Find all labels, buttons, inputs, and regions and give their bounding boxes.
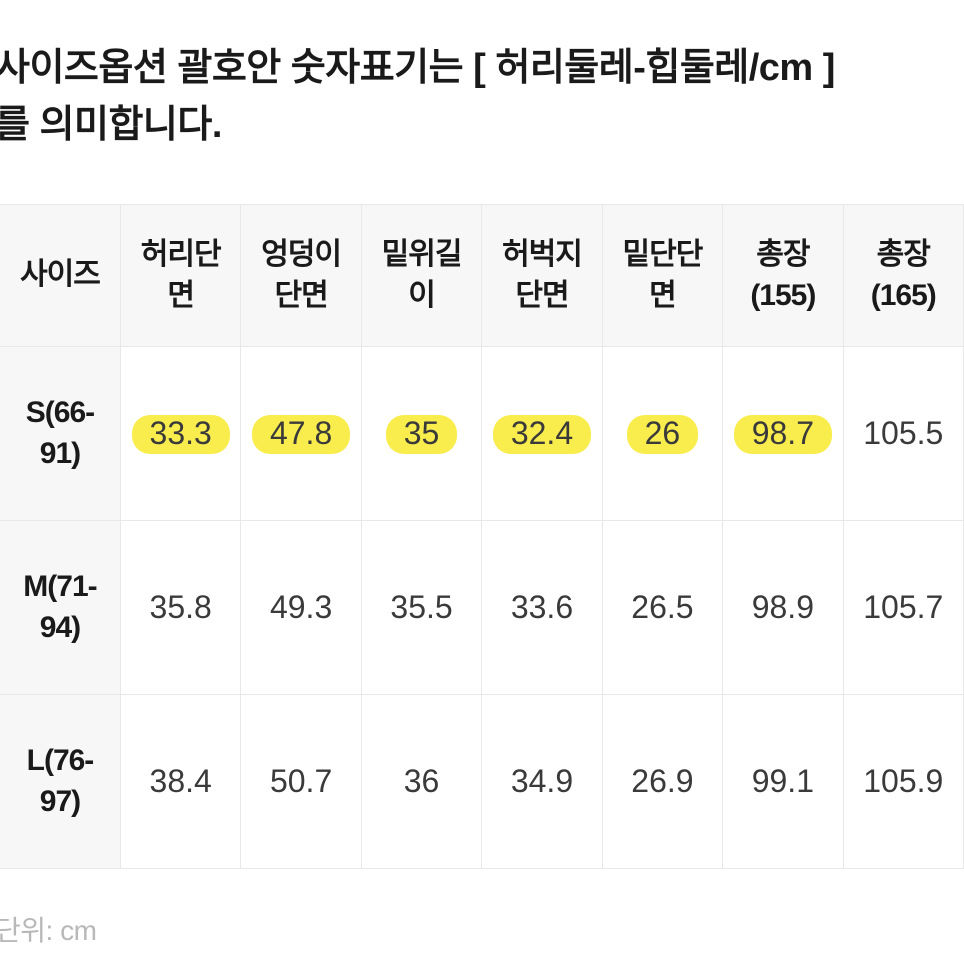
col-header-hip: 엉덩이단면: [241, 205, 361, 347]
header-line1: 사이즈옵션 괄호안 숫자표기는 [ 허리둘레-힙둘레/cm ]: [0, 47, 835, 89]
cell-value: 105.5: [843, 347, 963, 521]
cell-value: 35.8: [120, 521, 240, 695]
table-row: L(76-97) 38.4 50.7 36 34.9 26.9 99.1 105…: [0, 695, 964, 869]
cell-highlight: 32.4: [511, 413, 573, 455]
cell-highlight: 35: [404, 413, 440, 455]
cell-value: 105.9: [843, 695, 963, 869]
cell-value: 26: [602, 347, 722, 521]
cell-value: 98.7: [723, 347, 843, 521]
header-description: 사이즈옵션 괄호안 숫자표기는 [ 허리둘레-힙둘레/cm ] 를 의미합니다.: [0, 40, 964, 154]
header-line2: 를 의미합니다.: [0, 104, 222, 146]
col-header-hem: 밑단단면: [602, 205, 722, 347]
cell-value: 99.1: [723, 695, 843, 869]
col-header-thigh: 허벅지단면: [482, 205, 602, 347]
cell-value: 35.5: [361, 521, 481, 695]
table-row: S(66-91) 33.3 47.8 35 32.4 26 98.7 105.5: [0, 347, 964, 521]
col-header-length165: 총장(165): [843, 205, 963, 347]
cell-value: 50.7: [241, 695, 361, 869]
cell-value: 26.5: [602, 521, 722, 695]
cell-value: 33.6: [482, 521, 602, 695]
cell-highlight: 47.8: [270, 413, 332, 455]
cell-value: 35: [361, 347, 481, 521]
col-header-waist: 허리단면: [120, 205, 240, 347]
cell-value: 34.9: [482, 695, 602, 869]
table-header-row: 사이즈 허리단면 엉덩이단면 밑위길이 허벅지단면 밑단단면 총장(155) 총…: [0, 205, 964, 347]
cell-value: 32.4: [482, 347, 602, 521]
cell-highlight: 33.3: [150, 413, 212, 455]
col-header-size: 사이즈: [0, 205, 120, 347]
cell-value: 33.3: [120, 347, 240, 521]
col-header-rise: 밑위길이: [361, 205, 481, 347]
cell-value: 47.8: [241, 347, 361, 521]
row-label-m: M(71-94): [0, 521, 120, 695]
col-header-length155: 총장(155): [723, 205, 843, 347]
row-label-s: S(66-91): [0, 347, 120, 521]
cell-highlight: 98.7: [752, 413, 814, 455]
cell-value: 38.4: [120, 695, 240, 869]
cell-value: 26.9: [602, 695, 722, 869]
unit-label: 단위: cm: [0, 909, 964, 949]
table-row: M(71-94) 35.8 49.3 35.5 33.6 26.5 98.9 1…: [0, 521, 964, 695]
row-label-l: L(76-97): [0, 695, 120, 869]
cell-highlight: 26: [645, 413, 681, 455]
cell-value: 105.7: [843, 521, 963, 695]
cell-value: 49.3: [241, 521, 361, 695]
cell-value: 98.9: [723, 521, 843, 695]
size-chart-table: 사이즈 허리단면 엉덩이단면 밑위길이 허벅지단면 밑단단면 총장(155) 총…: [0, 204, 964, 869]
cell-value: 36: [361, 695, 481, 869]
table-body: S(66-91) 33.3 47.8 35 32.4 26 98.7 105.5…: [0, 347, 964, 869]
